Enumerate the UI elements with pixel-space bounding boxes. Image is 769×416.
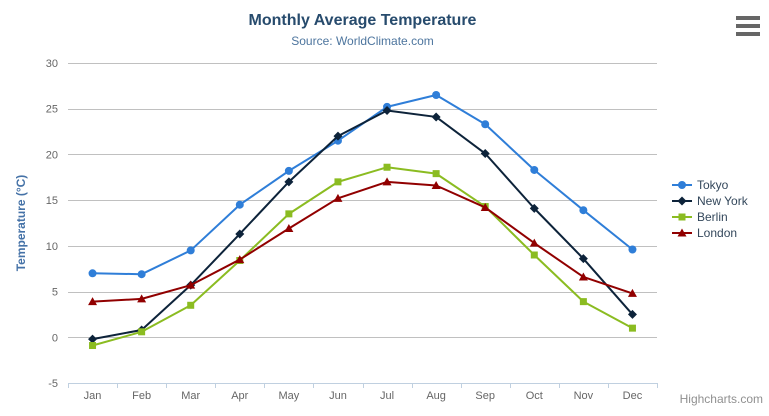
- y-axis-label: 5: [52, 287, 58, 299]
- x-axis-label: Apr: [231, 390, 248, 402]
- legend-label: London: [697, 226, 738, 240]
- legend-marker-london: [677, 228, 687, 237]
- data-point-new-york[interactable]: [88, 334, 98, 344]
- diamond-marker-icon: [672, 196, 692, 206]
- data-point-tokyo[interactable]: [530, 165, 539, 174]
- y-axis-label: 15: [46, 195, 58, 207]
- legend: Tokyo New York Berlin London: [672, 177, 748, 241]
- x-axis-label: Feb: [132, 390, 151, 402]
- legend-item-london[interactable]: London: [672, 225, 748, 241]
- legend-label: Tokyo: [697, 178, 729, 192]
- data-point-berlin[interactable]: [432, 170, 440, 178]
- data-point-new-york[interactable]: [235, 229, 245, 239]
- hamburger-icon: [736, 16, 760, 20]
- data-point-berlin[interactable]: [89, 342, 97, 350]
- y-axis-label: 0: [52, 332, 58, 344]
- x-axis-label: Dec: [623, 390, 643, 402]
- data-point-berlin[interactable]: [579, 298, 587, 306]
- chart-title: Monthly Average Temperature: [248, 12, 477, 29]
- x-axis-label: Jan: [84, 390, 102, 402]
- data-point-london[interactable]: [137, 294, 147, 303]
- legend-marker-tokyo: [678, 181, 686, 189]
- data-point-berlin[interactable]: [138, 328, 146, 336]
- data-point-tokyo[interactable]: [137, 270, 146, 279]
- data-point-tokyo[interactable]: [481, 120, 490, 129]
- data-point-tokyo[interactable]: [579, 206, 588, 215]
- y-axis-label: 10: [46, 241, 58, 253]
- data-point-new-york[interactable]: [627, 309, 637, 319]
- credits-link[interactable]: Highcharts.com: [679, 392, 763, 406]
- data-point-new-york[interactable]: [431, 112, 441, 122]
- legend-item-berlin[interactable]: Berlin: [672, 209, 748, 225]
- data-point-london[interactable]: [578, 272, 588, 281]
- data-point-london[interactable]: [235, 255, 245, 264]
- triangle-marker-icon: [672, 228, 692, 237]
- data-point-london[interactable]: [529, 238, 539, 247]
- data-point-new-york[interactable]: [480, 149, 490, 159]
- data-point-tokyo[interactable]: [432, 91, 441, 99]
- data-point-london[interactable]: [627, 288, 637, 297]
- y-axis-label: 30: [46, 58, 58, 70]
- legend-label: Berlin: [697, 210, 728, 224]
- data-point-tokyo[interactable]: [628, 245, 637, 254]
- series-line-new-york[interactable]: [91, 109, 634, 341]
- export-menu-button[interactable]: [736, 16, 760, 36]
- data-point-london[interactable]: [186, 280, 196, 289]
- data-point-new-york[interactable]: [578, 254, 588, 264]
- hamburger-icon: [736, 24, 760, 28]
- data-point-london[interactable]: [333, 193, 343, 202]
- data-point-new-york[interactable]: [529, 203, 539, 213]
- series-line-tokyo[interactable]: [91, 94, 634, 276]
- hamburger-icon: [736, 32, 760, 36]
- y-axis-label: 20: [46, 149, 58, 161]
- data-point-berlin[interactable]: [530, 251, 538, 259]
- legend-item-new-york[interactable]: New York: [672, 193, 748, 209]
- data-point-berlin[interactable]: [187, 301, 195, 309]
- data-point-london[interactable]: [480, 202, 490, 211]
- legend-marker-new-york: [677, 196, 687, 206]
- y-axis-label: 25: [46, 104, 58, 116]
- x-axis-label: Aug: [426, 390, 446, 402]
- data-point-london[interactable]: [88, 297, 98, 306]
- x-axis-label: Nov: [574, 390, 594, 402]
- data-point-new-york[interactable]: [382, 106, 392, 116]
- data-point-london[interactable]: [431, 181, 441, 190]
- legend-label: New York: [697, 194, 748, 208]
- chart-subtitle: Source: WorldClimate.com: [291, 34, 434, 48]
- data-point-berlin[interactable]: [285, 210, 293, 218]
- data-point-new-york[interactable]: [333, 131, 343, 141]
- x-axis-label: Mar: [181, 390, 200, 402]
- square-marker-icon: [672, 213, 692, 221]
- data-point-berlin[interactable]: [628, 324, 636, 332]
- data-point-new-york[interactable]: [284, 177, 294, 187]
- data-point-london[interactable]: [284, 223, 294, 232]
- x-axis-label: Jun: [329, 390, 347, 402]
- data-point-tokyo[interactable]: [186, 246, 195, 255]
- x-axis-label: May: [278, 390, 299, 402]
- series-line-berlin[interactable]: [91, 166, 634, 347]
- y-axis-label: -5: [48, 378, 58, 390]
- data-point-tokyo[interactable]: [235, 200, 244, 209]
- data-point-tokyo[interactable]: [284, 166, 293, 175]
- x-axis-label: Oct: [526, 390, 543, 402]
- data-point-berlin[interactable]: [334, 178, 342, 186]
- y-axis-title: Temperature (°C): [14, 175, 28, 272]
- x-axis-label: Jul: [380, 390, 394, 402]
- data-point-london[interactable]: [382, 177, 392, 186]
- legend-item-tokyo[interactable]: Tokyo: [672, 177, 748, 193]
- legend-marker-berlin: [678, 213, 686, 221]
- x-axis-label: Sep: [475, 390, 495, 402]
- data-point-berlin[interactable]: [383, 163, 391, 171]
- data-point-tokyo[interactable]: [88, 269, 97, 278]
- circle-marker-icon: [672, 181, 692, 189]
- series-line-london[interactable]: [91, 180, 634, 303]
